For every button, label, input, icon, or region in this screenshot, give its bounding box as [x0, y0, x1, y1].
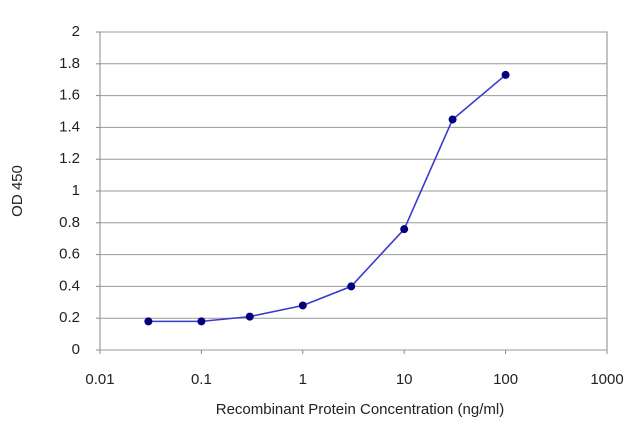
y-tick-label: 2 [72, 23, 80, 40]
data-point [400, 225, 409, 234]
data-point [197, 317, 206, 326]
y-tick-label: 1.2 [59, 150, 80, 167]
x-tick-label: 0.01 [85, 371, 114, 388]
y-tick-label: 0.4 [59, 277, 80, 294]
x-tick-label: 0.1 [191, 371, 212, 388]
data-point [245, 312, 254, 321]
data-point [144, 317, 153, 326]
x-axis-label: Recombinant Protein Concentration (ng/ml… [216, 401, 504, 418]
y-tick-label: 1.4 [59, 118, 80, 135]
y-tick-label: 0.6 [59, 246, 80, 263]
series-line [148, 74, 507, 323]
data-point [448, 115, 457, 124]
y-axis-label: OD 450 [9, 165, 26, 217]
y-tick-label: 0.2 [59, 309, 80, 326]
y-tick-label: 1.6 [59, 87, 80, 104]
y-tick-label: 0 [72, 341, 80, 358]
y-tick-label: 0.8 [59, 214, 80, 231]
y-tick-label: 1 [72, 182, 80, 199]
data-point [501, 70, 510, 79]
data-point [298, 301, 307, 310]
x-tick-label: 1000 [590, 371, 623, 388]
x-tick-label: 1 [299, 371, 307, 388]
y-tick-label: 1.8 [59, 55, 80, 72]
x-tick-label: 10 [396, 371, 413, 388]
data-point [347, 282, 356, 291]
x-tick-label: 100 [493, 371, 518, 388]
